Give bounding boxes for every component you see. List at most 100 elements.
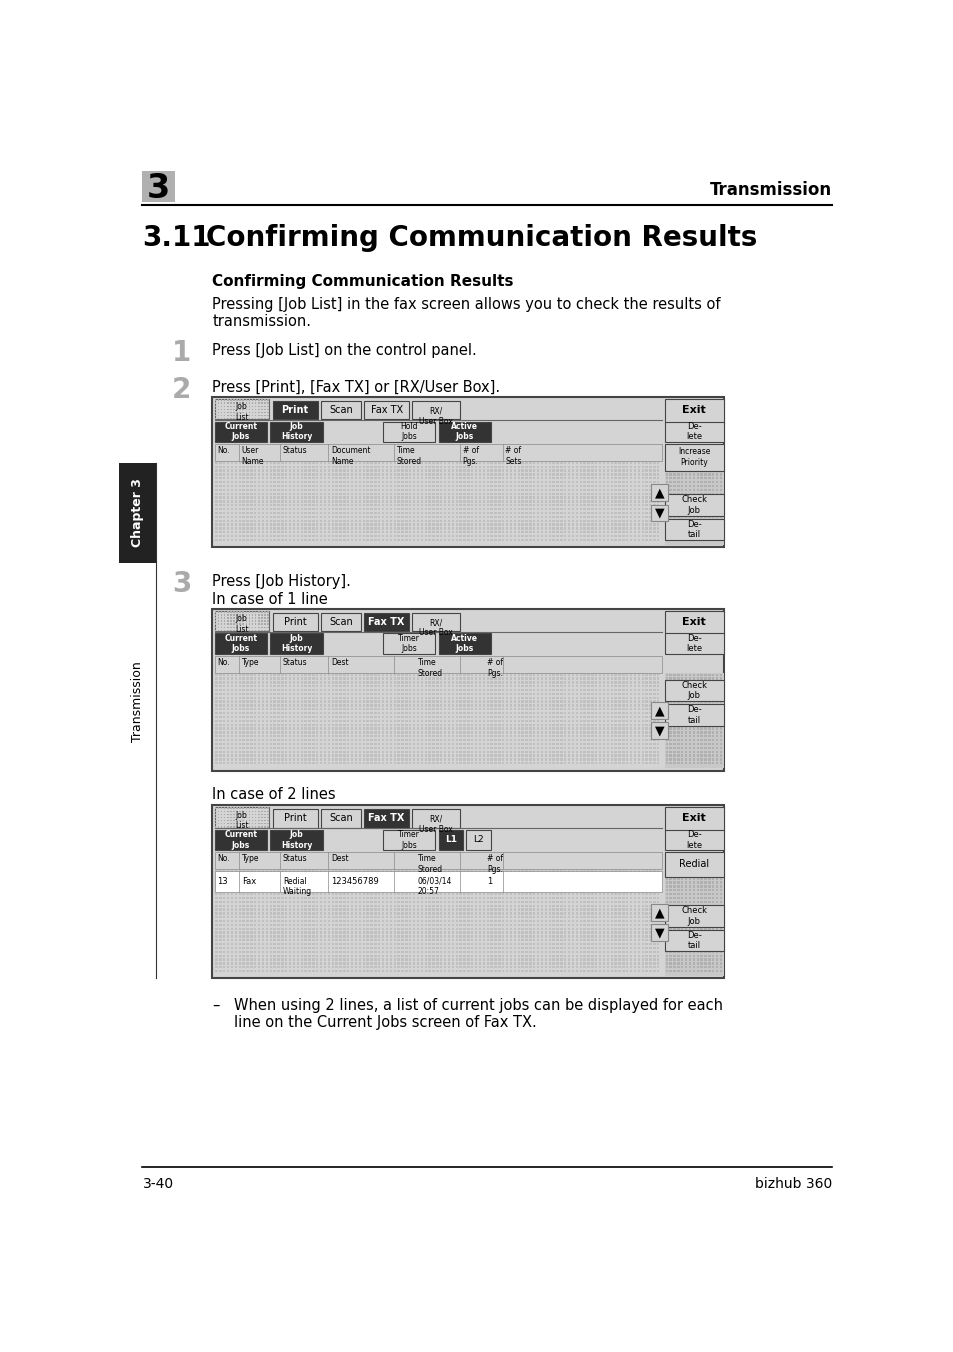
Bar [653,690,655,691]
Bar [246,750,249,753]
Bar [439,882,442,884]
Bar [602,746,604,749]
Bar [533,685,535,687]
Bar [645,882,647,884]
Bar [328,523,330,526]
Bar [501,696,504,699]
Bar [673,969,675,972]
Bar [347,955,349,957]
Bar [583,535,585,537]
Bar [494,690,497,691]
Bar [394,955,395,957]
Bar [416,754,418,757]
Bar [497,963,500,964]
Bar [505,886,508,887]
Bar [641,950,643,953]
Bar [253,485,256,487]
Bar [552,731,555,734]
Bar [629,919,632,922]
Bar [214,630,216,631]
Bar [665,913,667,914]
Bar [432,873,435,876]
Bar [452,719,454,722]
Bar [390,904,392,907]
Bar [416,927,418,930]
Bar [270,538,272,541]
Bar [703,685,706,687]
Bar [233,807,234,808]
Bar [261,492,264,495]
Bar [703,523,706,526]
Bar [486,531,488,534]
Bar [509,485,512,487]
Bar [304,946,307,949]
Bar [420,927,422,930]
Bar [439,950,442,953]
Bar [242,942,245,945]
Bar [223,927,225,930]
Bar [323,909,326,911]
Bar [657,504,659,507]
Bar [428,892,431,895]
Bar [250,512,253,514]
Bar [343,515,345,518]
Bar [602,963,604,964]
Bar [452,932,454,934]
Bar [374,750,376,753]
Bar [339,882,341,884]
Bar [621,740,624,741]
Bar [274,512,275,514]
Bar [351,673,353,676]
Bar [219,940,221,941]
Bar [323,936,326,938]
Bar [312,690,314,691]
Bar [233,415,234,416]
Bar [653,940,655,941]
Bar [394,535,395,537]
Bar [657,740,659,741]
Bar [355,740,356,741]
Bar [720,515,721,518]
Bar [277,473,279,476]
Bar [537,519,538,522]
Bar [677,917,679,918]
Bar [649,681,651,684]
Bar [540,481,542,483]
Bar [700,746,702,749]
Bar [293,923,294,926]
Bar [257,946,260,949]
Bar [575,742,578,745]
Bar [700,955,702,957]
Bar [587,504,589,507]
Bar [571,946,574,949]
Bar [215,500,217,503]
Bar [231,692,233,695]
Bar [215,727,217,730]
Bar [559,913,562,914]
Bar [289,967,291,968]
Bar [497,923,500,926]
Bar [669,936,671,938]
Bar [649,869,651,872]
Bar [529,469,531,472]
Bar [312,896,314,899]
Bar [475,500,476,503]
Bar [246,896,249,899]
Bar [343,758,345,761]
Bar [443,923,446,926]
Bar [497,704,500,707]
Bar [270,890,272,891]
Bar [567,488,570,491]
Bar [621,763,624,764]
Bar [533,735,535,737]
Bar [471,500,473,503]
Bar [471,882,473,884]
Bar [390,886,392,887]
Bar [505,473,508,476]
Bar [428,917,431,918]
Bar [261,735,264,737]
Bar [355,886,356,887]
Bar [467,877,469,880]
Bar [625,485,628,487]
Bar [556,923,558,926]
